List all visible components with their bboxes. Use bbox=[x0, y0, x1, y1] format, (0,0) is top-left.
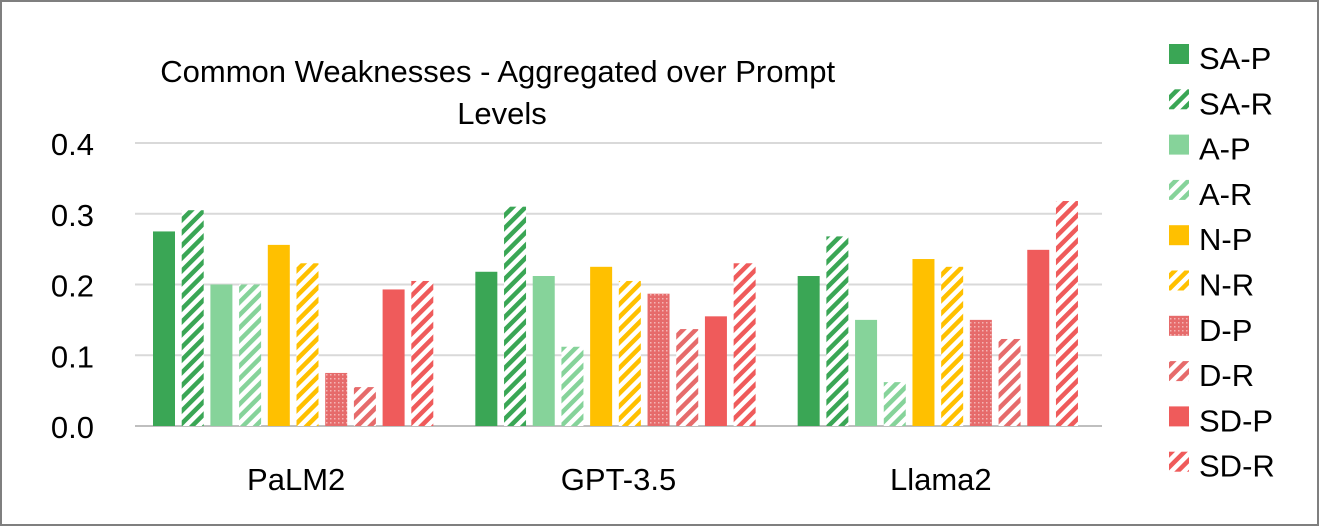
chart-title-line-1: Common Weaknesses - Aggregated over Prom… bbox=[160, 54, 835, 89]
legend-item-n-r: N-R bbox=[1169, 268, 1254, 303]
bar-a-p-gpt35 bbox=[532, 276, 555, 426]
legend-swatch bbox=[1169, 225, 1189, 246]
bar-d-p-gpt35 bbox=[647, 293, 670, 426]
legend-label: SD-R bbox=[1199, 449, 1275, 484]
bar-a-p-llama2 bbox=[855, 319, 878, 426]
legend-label: A-R bbox=[1199, 177, 1252, 212]
bar-d-p-palm2 bbox=[325, 372, 348, 426]
x-tick-label: PaLM2 bbox=[247, 462, 345, 497]
bar-sa-p-llama2 bbox=[797, 276, 820, 426]
legend-swatch bbox=[1169, 315, 1189, 336]
legend-label: SA-P bbox=[1199, 41, 1271, 76]
chart-title: Common Weaknesses - Aggregated over Prom… bbox=[160, 54, 843, 131]
legend-item-sd-r: SD-R bbox=[1169, 449, 1275, 484]
y-axis: 0.0 0.1 0.2 0.3 0.4 bbox=[51, 127, 94, 445]
legend-label: N-R bbox=[1199, 268, 1254, 303]
bar-a-p-palm2 bbox=[210, 284, 233, 426]
legend-label: A-P bbox=[1199, 132, 1251, 167]
bar-sd-r-palm2 bbox=[411, 280, 434, 426]
legend-swatch bbox=[1169, 451, 1189, 472]
y-tick-label: 0.0 bbox=[51, 410, 94, 445]
bar-sd-p-llama2 bbox=[1027, 249, 1050, 426]
bar-d-p-llama2 bbox=[969, 319, 992, 426]
y-tick-label: 0.3 bbox=[51, 198, 94, 233]
x-tick-label: GPT-3.5 bbox=[561, 462, 676, 497]
bar-n-r-palm2 bbox=[296, 263, 319, 426]
bar-sd-r-gpt35 bbox=[733, 263, 756, 426]
bar-n-p-llama2 bbox=[912, 259, 935, 426]
legend-item-d-p: D-P bbox=[1169, 313, 1252, 348]
legend-swatch bbox=[1169, 44, 1189, 64]
legend-label: N-P bbox=[1199, 222, 1252, 257]
legend: SA-P SA-R A-P A-R N-P N-R D-P D-R SD-P SD-R bbox=[1169, 41, 1275, 484]
legend-item-a-r: A-R bbox=[1169, 177, 1252, 212]
y-tick-label: 0.2 bbox=[51, 269, 94, 304]
legend-item-sa-r: SA-R bbox=[1169, 86, 1273, 121]
bar-n-r-llama2 bbox=[941, 266, 964, 426]
legend-swatch bbox=[1169, 179, 1189, 200]
bars bbox=[153, 201, 1078, 426]
bar-d-r-llama2 bbox=[998, 338, 1021, 426]
bar-sd-r-llama2 bbox=[1055, 201, 1078, 426]
legend-label: D-R bbox=[1199, 358, 1254, 393]
legend-swatch bbox=[1169, 134, 1189, 155]
bar-a-r-llama2 bbox=[883, 382, 906, 426]
y-tick-label: 0.1 bbox=[51, 339, 94, 374]
bar-n-p-palm2 bbox=[267, 244, 290, 426]
bar-sa-r-gpt35 bbox=[504, 206, 527, 426]
bar-a-r-gpt35 bbox=[561, 346, 584, 426]
legend-item-sa-p: SA-P bbox=[1169, 41, 1271, 76]
x-tick-label: Llama2 bbox=[890, 462, 992, 497]
bar-sa-p-palm2 bbox=[153, 231, 175, 426]
bar-a-r-palm2 bbox=[239, 284, 262, 426]
x-axis: PaLM2 GPT-3.5 Llama2 bbox=[247, 462, 992, 497]
bar-n-p-gpt35 bbox=[590, 266, 613, 426]
legend-label: SA-R bbox=[1199, 86, 1273, 121]
chart-title-line-2: Levels bbox=[457, 96, 547, 131]
legend-swatch bbox=[1169, 270, 1189, 291]
bar-sa-r-palm2 bbox=[181, 210, 204, 426]
legend-label: D-P bbox=[1199, 313, 1252, 348]
legend-item-n-p: N-P bbox=[1169, 222, 1252, 257]
bar-sd-p-gpt35 bbox=[704, 316, 727, 426]
bar-sd-p-palm2 bbox=[382, 289, 405, 426]
bar-sa-r-llama2 bbox=[826, 236, 849, 426]
legend-item-sd-p: SD-P bbox=[1169, 403, 1273, 438]
y-tick-label: 0.4 bbox=[51, 127, 94, 162]
legend-label: SD-P bbox=[1199, 403, 1273, 438]
bar-sa-p-gpt35 bbox=[475, 271, 498, 426]
bar-d-r-palm2 bbox=[353, 387, 376, 426]
legend-swatch bbox=[1169, 406, 1189, 427]
legend-item-a-p: A-P bbox=[1169, 132, 1251, 167]
bar-d-r-gpt35 bbox=[676, 329, 699, 426]
bar-n-r-gpt35 bbox=[618, 280, 641, 426]
gridlines bbox=[135, 142, 1102, 427]
legend-item-d-r: D-R bbox=[1169, 358, 1254, 393]
legend-swatch bbox=[1169, 89, 1189, 110]
legend-swatch bbox=[1169, 361, 1189, 382]
